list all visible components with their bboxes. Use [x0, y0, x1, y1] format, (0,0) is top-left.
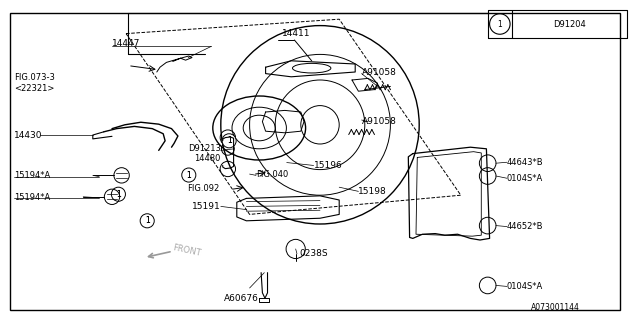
Text: 1: 1 [145, 216, 150, 225]
Text: A073001144: A073001144 [531, 303, 580, 312]
Text: 0104S*A: 0104S*A [507, 174, 543, 183]
Text: 14480: 14480 [195, 154, 221, 163]
Text: <22321>: <22321> [14, 84, 54, 93]
Text: FIG.092: FIG.092 [187, 184, 219, 193]
Text: 0104S*A: 0104S*A [507, 282, 543, 291]
Text: FIG.040: FIG.040 [256, 170, 288, 179]
Text: 1: 1 [116, 190, 121, 199]
Text: 1: 1 [116, 190, 121, 199]
Text: 15196: 15196 [314, 161, 342, 170]
Text: 0238S: 0238S [300, 249, 328, 258]
Text: 15191: 15191 [192, 202, 221, 211]
Text: D91213: D91213 [188, 144, 221, 153]
Text: FIG.073-3: FIG.073-3 [14, 73, 55, 82]
Text: A91058: A91058 [362, 68, 396, 76]
Text: 1: 1 [145, 216, 150, 225]
Circle shape [140, 214, 154, 228]
Text: 14447: 14447 [112, 39, 140, 48]
Text: 14430: 14430 [14, 131, 43, 140]
Text: 15194*A: 15194*A [14, 171, 51, 180]
Text: 15198: 15198 [358, 187, 387, 196]
Text: 15194*A: 15194*A [14, 193, 51, 202]
Circle shape [111, 187, 125, 201]
Text: 1: 1 [186, 171, 191, 180]
Text: D91204: D91204 [553, 20, 586, 28]
Text: 14411: 14411 [282, 29, 310, 38]
Text: 1: 1 [497, 20, 502, 28]
Text: 44643*B: 44643*B [507, 158, 543, 167]
Text: 1: 1 [186, 171, 191, 180]
Text: 1: 1 [227, 136, 232, 145]
Circle shape [182, 168, 196, 182]
Text: 44652*B: 44652*B [507, 222, 543, 231]
Text: FRONT: FRONT [172, 243, 202, 258]
Circle shape [222, 134, 236, 148]
Text: 1: 1 [227, 136, 232, 145]
Text: A60676: A60676 [224, 294, 259, 303]
Text: A91058: A91058 [362, 117, 396, 126]
